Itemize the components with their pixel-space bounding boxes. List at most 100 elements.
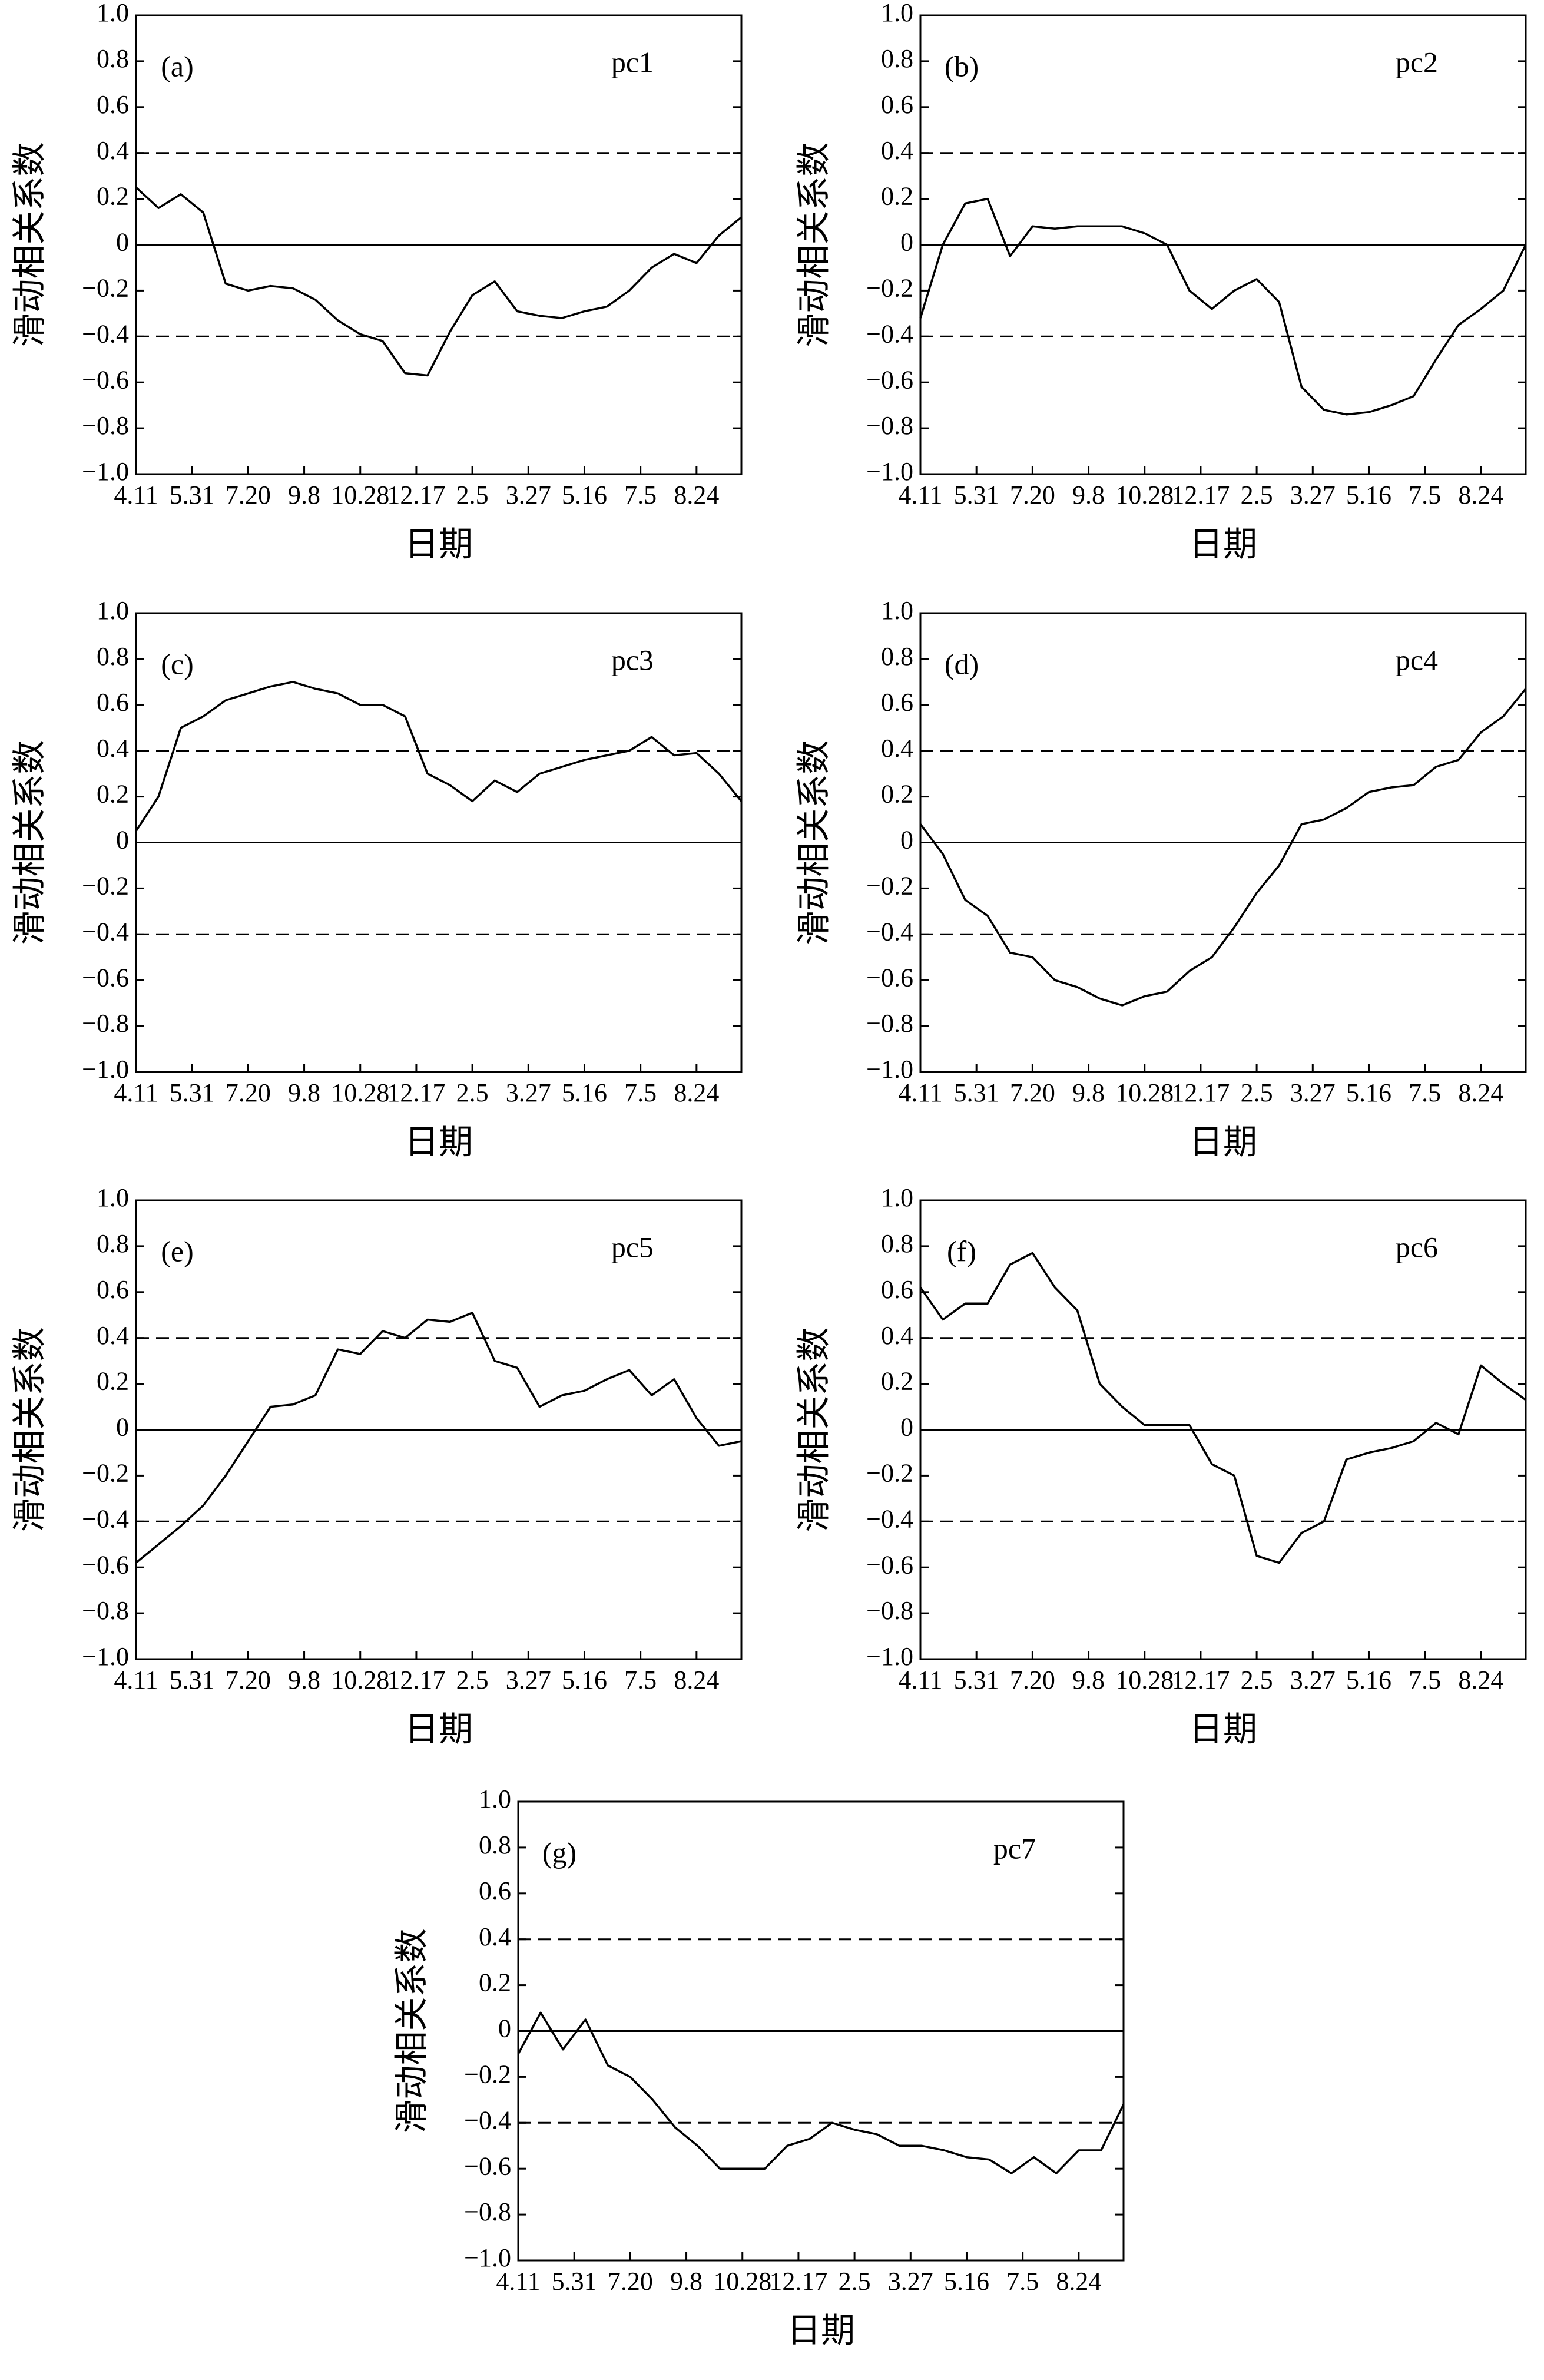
panel-title: pc6 — [1396, 1230, 1438, 1263]
x-tick-label: 5.16 — [562, 1078, 607, 1107]
y-tick-label: 0.4 — [881, 136, 913, 165]
x-tick-label: 7.5 — [624, 1078, 657, 1107]
data-line — [135, 186, 743, 377]
x-tick-label: 7.5 — [1409, 1666, 1441, 1694]
y-tick-label: −0.8 — [464, 2197, 511, 2226]
panel: 1.0 0.8 0.6 0.4 0.2 0 −0.2 −0.4 −0.6 −0.8 −1.04.11… — [392, 1785, 1125, 2349]
x-tick-label: 2.5 — [1241, 481, 1273, 509]
x-tick-label: 4.11 — [114, 1078, 158, 1107]
x-tick-label: 3.27 — [1290, 1078, 1336, 1107]
x-tick-label: 8.24 — [1458, 481, 1503, 509]
x-tick-label: 10.28 — [1115, 1666, 1174, 1694]
x-tick-label: 7.5 — [1409, 481, 1441, 509]
y-tick-label: 0.2 — [97, 780, 129, 809]
y-tick-label: 0.8 — [97, 1229, 129, 1258]
x-tick-label: 4.11 — [114, 1666, 158, 1694]
x-tick-label: 5.31 — [954, 1078, 999, 1107]
panel-label: (c) — [161, 647, 194, 680]
y-tick-label: 1.0 — [881, 0, 913, 27]
x-tick-label: 7.20 — [608, 2267, 653, 2296]
panel-title: pc1 — [611, 45, 654, 78]
x-tick-label: 5.31 — [954, 481, 999, 509]
y-tick-label: 0.4 — [97, 734, 129, 763]
x-tick-label: 3.27 — [506, 1078, 551, 1107]
y-tick-label: 0.4 — [881, 734, 913, 763]
y-tick-label: 0 — [116, 1413, 129, 1442]
y-tick-label: 0.8 — [97, 642, 129, 671]
x-tick-label: 3.27 — [506, 481, 551, 509]
y-tick-label: 0.6 — [881, 1275, 913, 1304]
x-tick-label: 9.8 — [670, 2267, 703, 2296]
y-tick-label: 0.4 — [479, 1922, 511, 1951]
y-tick-label: 1.0 — [479, 1785, 511, 1813]
y-tick-label: −0.8 — [82, 1596, 129, 1625]
data-line — [919, 688, 1527, 1007]
panel: 1.0 0.8 0.6 0.4 0.2 0 −0.2 −0.4 −0.6 −0.8 −1.04.11… — [794, 0, 1527, 563]
x-tick-label: 7.5 — [1006, 2267, 1039, 2296]
x-tick-label: 12.17 — [1171, 1666, 1230, 1694]
y-tick-label: −1.0 — [464, 2243, 511, 2272]
y-tick-label: 0.6 — [97, 1275, 129, 1304]
x-tick-label: 5.16 — [562, 481, 607, 509]
x-tick-label: 10.28 — [331, 481, 389, 509]
y-tick-label: 0 — [900, 1413, 913, 1442]
panel: 1.0 0.8 0.6 0.4 0.2 0 −0.2 −0.4 −0.6 −0.8 −1.04.11… — [794, 1183, 1527, 1748]
y-tick-label: 0.8 — [97, 44, 129, 73]
x-axis-label: 日期 — [405, 1710, 473, 1748]
x-tick-label: 7.20 — [1010, 481, 1055, 509]
x-tick-label: 7.20 — [1010, 1078, 1055, 1107]
x-tick-label: 5.31 — [170, 1078, 215, 1107]
x-tick-label: 7.20 — [226, 1078, 271, 1107]
x-tick-label: 9.8 — [288, 481, 320, 509]
y-tick-label: 1.0 — [97, 0, 129, 27]
y-tick-label: 0.2 — [97, 1367, 129, 1396]
y-tick-label: 0 — [498, 2014, 511, 2043]
panel-title: pc3 — [611, 643, 654, 676]
y-tick-label: −1.0 — [82, 457, 129, 486]
y-tick-label: −0.2 — [464, 2060, 511, 2088]
x-tick-label: 5.16 — [1346, 1666, 1391, 1694]
x-tick-label: 5.31 — [954, 1666, 999, 1694]
panel: 1.0 0.8 0.6 0.4 0.2 0 −0.2 −0.4 −0.6 −0.8 −1.04.11… — [10, 0, 743, 563]
x-axis-label: 日期 — [1189, 1123, 1257, 1161]
x-tick-label: 4.11 — [898, 1078, 942, 1107]
x-tick-label: 2.5 — [1241, 1666, 1273, 1694]
x-tick-label: 7.20 — [226, 481, 271, 509]
panel-title: pc7 — [993, 1832, 1036, 1865]
y-tick-label: 0.2 — [479, 1968, 511, 1997]
x-tick-label: 8.24 — [1458, 1078, 1503, 1107]
y-axis-label: 滑动相关系数 — [392, 1928, 430, 2133]
x-tick-label: 2.5 — [839, 2267, 871, 2296]
x-tick-label: 10.28 — [1115, 1078, 1174, 1107]
y-tick-label: 0.8 — [479, 1830, 511, 1859]
x-tick-label: 8.24 — [674, 481, 719, 509]
y-tick-label: 0.8 — [881, 642, 913, 671]
x-tick-label: 12.17 — [769, 2267, 827, 2296]
x-tick-label: 7.5 — [624, 1666, 657, 1694]
y-tick-label: 0.2 — [881, 1367, 913, 1396]
y-axis-label: 滑动相关系数 — [10, 740, 48, 945]
x-tick-label: 4.11 — [114, 481, 158, 509]
panel-label: (a) — [161, 49, 194, 82]
x-tick-label: 5.16 — [1346, 1078, 1391, 1107]
y-tick-label: −0.4 — [866, 319, 913, 348]
y-tick-label: −0.2 — [82, 1458, 129, 1487]
y-tick-label: −1.0 — [82, 1055, 129, 1084]
y-tick-label: 0.2 — [881, 182, 913, 211]
x-tick-label: 12.17 — [387, 1666, 445, 1694]
x-tick-label: 9.8 — [1072, 481, 1105, 509]
y-tick-label: 0.2 — [881, 780, 913, 809]
data-line — [135, 1312, 742, 1564]
x-tick-label: 3.27 — [1290, 1666, 1336, 1694]
y-tick-label: −0.2 — [866, 1458, 913, 1487]
y-tick-label: 0.2 — [97, 182, 129, 211]
y-axis-label: 滑动相关系数 — [794, 740, 833, 945]
y-tick-label: −0.4 — [866, 1504, 913, 1533]
y-tick-label: −0.8 — [866, 411, 913, 440]
x-tick-label: 7.5 — [624, 481, 657, 509]
x-tick-label: 4.11 — [496, 2267, 540, 2296]
panel-label: (f) — [947, 1234, 976, 1267]
panel-title: pc2 — [1396, 45, 1438, 78]
x-tick-label: 12.17 — [1171, 481, 1230, 509]
y-tick-label: −0.6 — [82, 963, 129, 992]
